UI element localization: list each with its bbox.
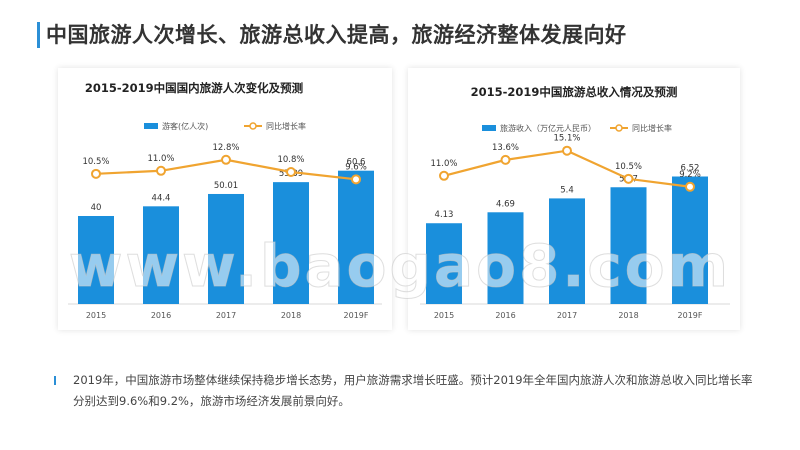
growth-point-2016 bbox=[156, 165, 166, 176]
x-tick-2015: 2015 bbox=[86, 311, 106, 320]
bar-2018 bbox=[610, 187, 647, 304]
bar-label-2019F: 6.52 bbox=[681, 163, 700, 173]
revenue-chart-svg: 2015-2019中国旅游总收入情况及预测 旅游收入（万亿元人民币） 同比增长率… bbox=[420, 85, 730, 320]
bar-label-2019F: 60.6 bbox=[347, 158, 366, 168]
growth-point-2018 bbox=[286, 167, 296, 177]
legend-line-label: 同比增长率 bbox=[266, 121, 306, 131]
growth-label-2018: 10.8% bbox=[277, 155, 304, 165]
x-tick-2018: 2018 bbox=[281, 311, 301, 320]
bar-label-2015: 4.13 bbox=[435, 210, 454, 220]
x-tick-2018: 2018 bbox=[618, 311, 638, 320]
growth-point-2017 bbox=[562, 145, 572, 156]
chart-marks: 40201544.4201650.01201755.39201860.62019… bbox=[78, 143, 374, 320]
growth-line bbox=[443, 149, 691, 188]
x-tick-2019F: 2019F bbox=[344, 311, 369, 320]
growth-point-2015 bbox=[439, 170, 449, 181]
bar-2018 bbox=[273, 182, 309, 304]
growth-label-2019F: 9.6% bbox=[345, 162, 367, 172]
growth-point-2018 bbox=[623, 173, 634, 184]
bar-2019F bbox=[338, 170, 374, 304]
x-tick-2019F: 2019F bbox=[678, 311, 703, 320]
legend-line-marker bbox=[249, 122, 257, 130]
page-title: 中国旅游人次增长、旅游总收入提高，旅游经济整体发展向好 bbox=[46, 23, 627, 47]
growth-point-2015 bbox=[91, 168, 101, 179]
x-tick-2017: 2017 bbox=[216, 311, 236, 320]
bar-2015 bbox=[78, 216, 114, 304]
x-tick-2015: 2015 bbox=[434, 311, 454, 320]
note-accent-bar bbox=[54, 376, 56, 385]
chart-panel-revenue: 2015-2019中国旅游总收入情况及预测 旅游收入（万亿元人民币） 同比增长率… bbox=[408, 68, 740, 330]
growth-label-2019F: 9.2% bbox=[679, 170, 701, 180]
growth-label-2015: 10.5% bbox=[82, 157, 109, 167]
growth-label-2015: 11.0% bbox=[430, 159, 457, 169]
bar-label-2016: 4.69 bbox=[496, 199, 515, 209]
title-accent-bar bbox=[37, 22, 40, 48]
visitors-chart-svg: 2015-2019中国国内旅游人次变化及预测 游客(亿人次) 同比增长率 40 2… bbox=[68, 81, 382, 320]
bar-2019F bbox=[672, 176, 708, 304]
bar-2015 bbox=[426, 223, 462, 304]
bar-2016 bbox=[143, 206, 179, 304]
bar-2017 bbox=[549, 198, 585, 304]
growth-label-2016: 11.0% bbox=[147, 154, 174, 164]
x-tick-2016: 2016 bbox=[495, 311, 515, 320]
growth-label-2018: 10.5% bbox=[615, 162, 642, 172]
summary-note: 2019年，中国旅游市场整体继续保持稳步增长态势，用户旅游需求增长旺盛。预计20… bbox=[73, 373, 753, 408]
legend-bar-swatch bbox=[482, 125, 496, 131]
chart-marks: 4.1320154.6920165.420175.9720186.522019F… bbox=[426, 134, 708, 320]
bar-2017 bbox=[208, 193, 244, 304]
growth-point-2019F bbox=[351, 174, 361, 185]
legend-bar-label: 游客(亿人次) bbox=[162, 121, 208, 131]
growth-point-2017 bbox=[221, 154, 231, 165]
growth-label-2017: 12.8% bbox=[212, 143, 239, 153]
bar-label-2017: 5.4 bbox=[560, 185, 574, 195]
chart-title: 2015-2019中国旅游总收入情况及预测 bbox=[471, 85, 678, 99]
growth-label-2017: 15.1% bbox=[553, 134, 580, 144]
growth-point-2016 bbox=[500, 154, 511, 165]
legend-bar-label: 旅游收入（万亿元人民币） bbox=[500, 123, 596, 133]
bar-label-2015: 40 bbox=[91, 203, 102, 213]
chart-title: 2015-2019中国国内旅游人次变化及预测 bbox=[85, 81, 303, 95]
growth-point-2019F bbox=[685, 181, 695, 192]
legend-line-label: 同比增长率 bbox=[632, 123, 672, 133]
legend-line-marker bbox=[615, 124, 623, 132]
x-tick-2017: 2017 bbox=[557, 311, 577, 320]
bar-label-2016: 44.4 bbox=[152, 193, 171, 203]
legend-bar-swatch bbox=[144, 123, 158, 129]
x-tick-2016: 2016 bbox=[151, 311, 171, 320]
growth-label-2016: 13.6% bbox=[492, 143, 519, 153]
bar-label-2017: 50.01 bbox=[214, 181, 238, 191]
bar-2016 bbox=[487, 212, 524, 304]
chart-panel-visitors: 2015-2019中国国内旅游人次变化及预测 游客(亿人次) 同比增长率 40 2… bbox=[58, 68, 392, 330]
